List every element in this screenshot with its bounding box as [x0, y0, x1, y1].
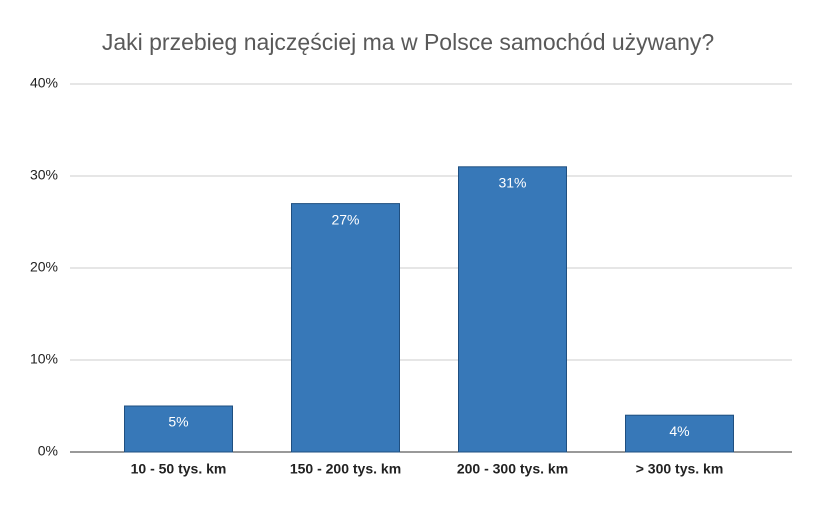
x-tick-label: 150 - 200 tys. km — [290, 461, 401, 477]
data-label: 27% — [331, 211, 359, 227]
y-tick-label: 30% — [30, 167, 58, 183]
data-label: 31% — [498, 175, 526, 191]
x-tick-label: 10 - 50 tys. km — [131, 461, 227, 477]
x-tick-label: > 300 tys. km — [636, 461, 724, 477]
chart-title: Jaki przebieg najczęściej ma w Polsce sa… — [102, 29, 714, 55]
bar — [124, 405, 233, 453]
x-tick-label: 200 - 300 tys. km — [457, 461, 568, 477]
bar — [458, 166, 567, 453]
bar — [625, 414, 734, 453]
data-label: 4% — [669, 423, 689, 439]
data-label: 5% — [168, 414, 188, 430]
bar — [291, 203, 400, 453]
y-tick-label: 10% — [30, 351, 58, 367]
y-tick-label: 20% — [30, 259, 58, 275]
y-tick-label: 0% — [38, 443, 58, 459]
y-tick-label: 40% — [30, 75, 58, 91]
